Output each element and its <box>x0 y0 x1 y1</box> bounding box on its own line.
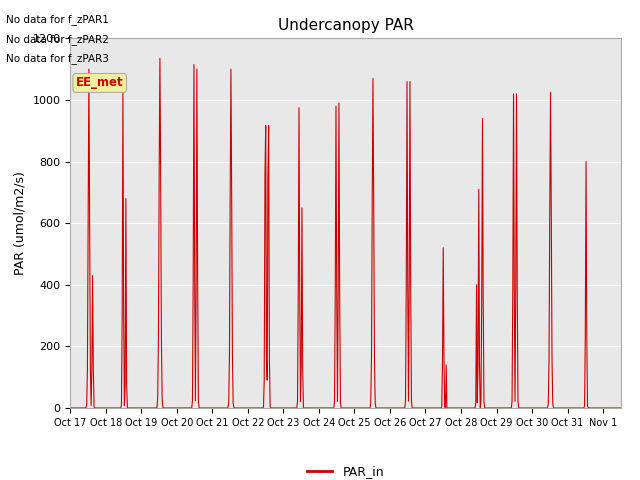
Title: Undercanopy PAR: Undercanopy PAR <box>278 18 413 33</box>
Text: No data for f_zPAR1: No data for f_zPAR1 <box>6 14 109 25</box>
Text: No data for f_zPAR3: No data for f_zPAR3 <box>6 53 109 64</box>
Legend: PAR_in: PAR_in <box>302 460 389 480</box>
Text: EE_met: EE_met <box>76 76 124 89</box>
Text: No data for f_zPAR2: No data for f_zPAR2 <box>6 34 109 45</box>
Y-axis label: PAR (umol/m2/s): PAR (umol/m2/s) <box>14 171 27 275</box>
